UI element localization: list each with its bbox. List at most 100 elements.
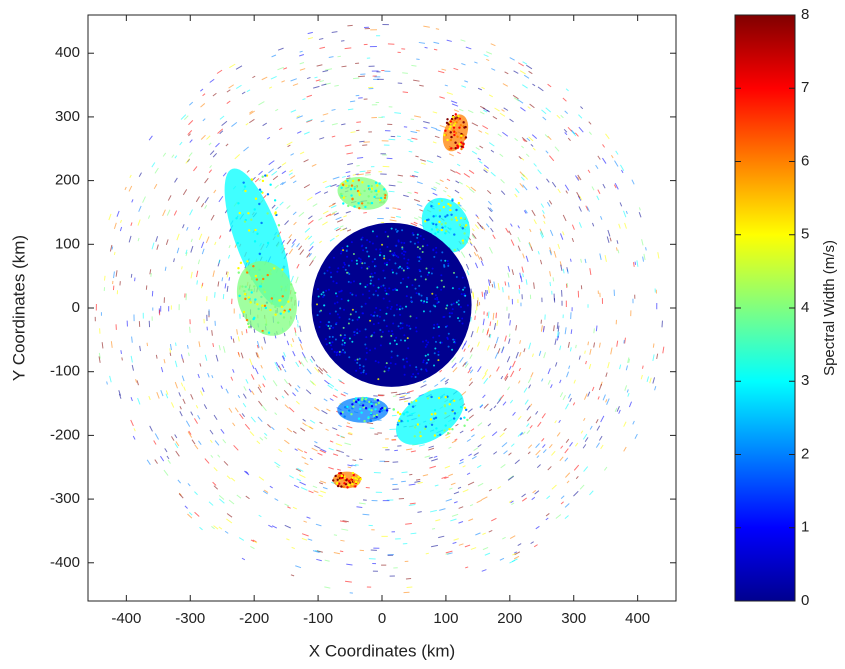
echo [247,296,250,299]
echo [541,413,546,419]
echo [454,141,457,144]
echo [451,287,454,290]
echo [306,368,312,375]
echo [456,163,461,167]
echo [539,232,544,239]
echo [266,212,269,215]
echo [335,353,338,356]
echo [595,164,599,170]
echo [360,245,363,248]
echo [295,468,302,472]
echo [244,297,247,301]
echo [457,317,460,320]
echo [487,207,493,213]
echo [340,474,344,478]
echo [460,251,466,258]
echo [288,172,293,176]
echo [543,352,546,359]
echo [399,305,402,308]
echo [497,133,502,137]
echo [557,243,561,250]
echo [406,419,410,423]
echo [503,427,507,432]
echo [346,425,353,429]
echo [482,125,489,130]
echo [201,248,205,255]
echo [533,219,537,225]
echo [415,478,421,481]
echo [377,322,380,325]
echo [350,100,356,103]
echo [631,179,635,185]
echo [350,184,354,187]
echo [271,54,277,58]
echo [378,315,381,318]
echo [243,185,247,188]
echo [345,184,348,187]
echo [319,480,327,484]
echo [466,472,471,475]
echo [346,405,349,409]
echo [517,543,522,547]
echo [395,343,398,346]
echo [634,261,637,265]
echo [399,398,406,401]
echo [354,397,358,400]
echo [345,210,351,214]
echo [254,367,259,375]
echo [181,266,183,270]
echo [551,484,557,490]
echo [491,431,498,437]
echo [468,253,472,258]
echo [526,64,533,70]
echo [332,280,335,283]
echo [214,241,217,246]
echo [510,500,514,504]
echo [351,476,354,479]
echo [367,255,370,258]
echo [464,544,471,548]
echo [323,304,326,307]
echo [372,293,375,296]
echo [487,200,492,206]
echo [341,411,344,414]
echo [222,172,227,177]
echo [464,294,467,297]
echo [324,586,331,589]
echo [407,139,412,141]
echo [371,242,374,245]
echo [414,115,422,118]
echo [617,249,620,254]
echo [256,440,261,445]
echo [542,116,547,121]
echo [409,502,416,505]
echo [341,339,344,342]
echo [313,85,320,89]
echo [597,189,601,195]
echo [347,299,350,302]
echo [450,117,454,121]
echo [294,448,298,452]
echo [434,412,437,415]
echo [397,208,401,211]
echo [299,50,303,53]
echo [575,476,579,480]
echo [415,155,419,158]
echo [420,368,423,371]
echo [531,134,538,140]
echo [466,304,469,307]
echo [336,270,339,273]
echo [540,325,543,332]
echo [322,221,328,226]
echo [290,275,294,283]
echo [186,344,189,349]
echo [418,216,423,219]
echo [229,228,232,233]
echo [379,196,383,200]
echo [253,540,258,544]
echo [538,350,542,356]
colorbar-tick-label: 4 [801,299,809,316]
echo [346,455,350,457]
echo [200,241,205,249]
echo [528,136,534,142]
